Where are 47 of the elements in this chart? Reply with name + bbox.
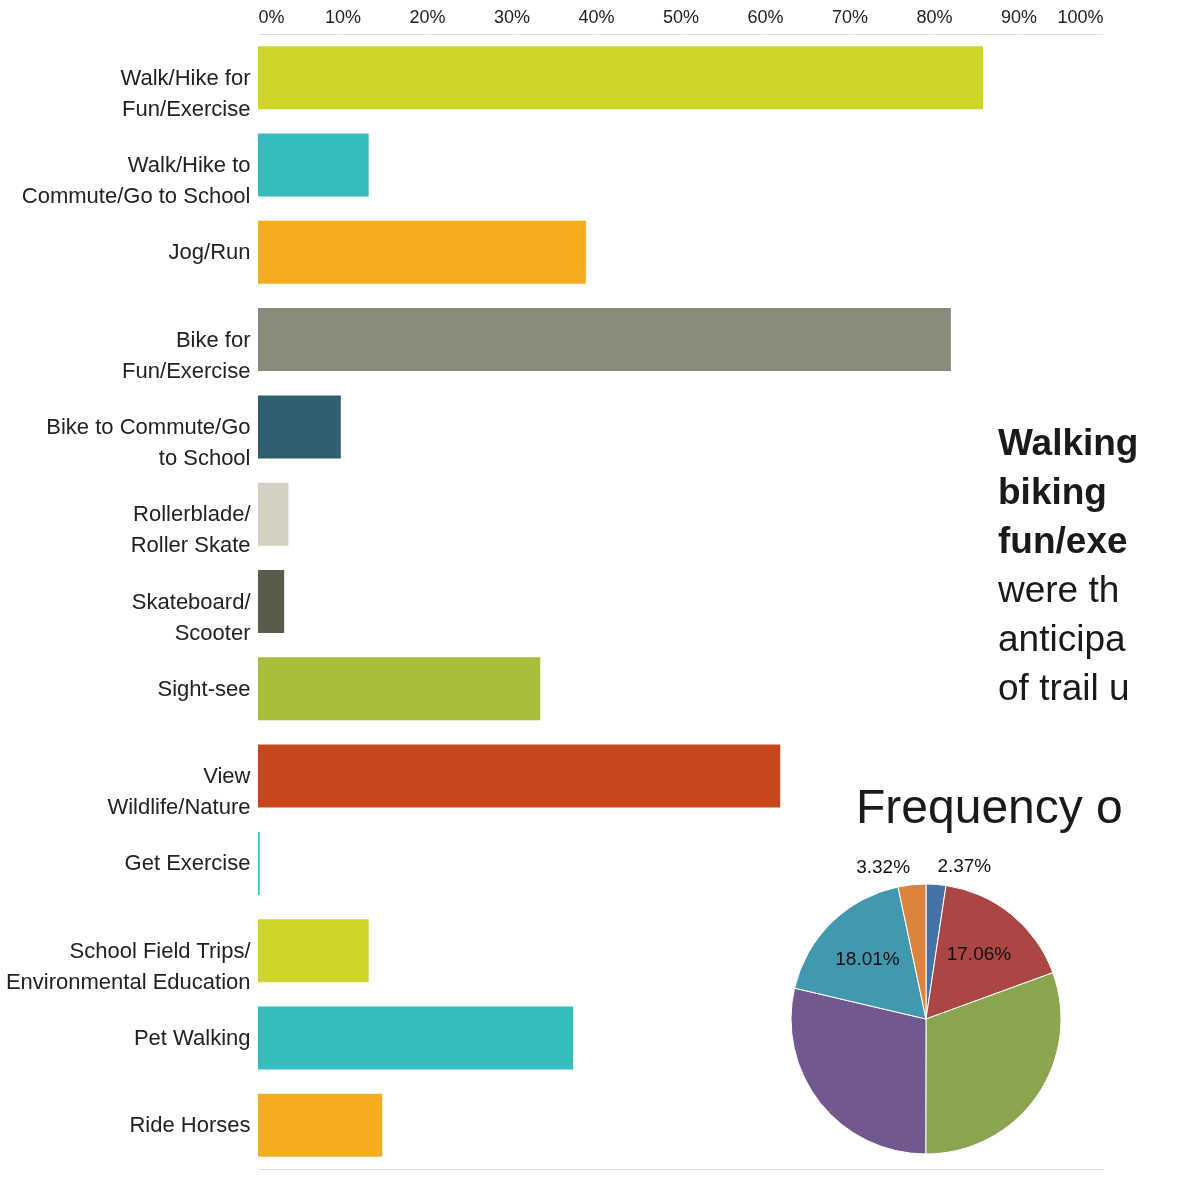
bar — [258, 46, 984, 110]
x-tick-label: 50% — [662, 6, 700, 27]
bar — [258, 308, 951, 372]
data-label: 2.37% — [937, 855, 992, 877]
x-tick-label: 100% — [1057, 6, 1104, 27]
y-tick-label: Ride Horses — [129, 1112, 251, 1138]
y-tick-label: Get Exercise — [124, 850, 251, 876]
annotation: fun/exe — [998, 520, 1128, 561]
bar — [258, 919, 369, 983]
x-tick-label: 10% — [324, 6, 362, 27]
annotation: anticipa — [998, 618, 1126, 659]
data-label: 3.32% — [856, 855, 911, 877]
y-tick-label: Jog/Run — [168, 239, 251, 265]
y-tick-label: Pet Walking — [133, 1025, 251, 1051]
bar — [258, 1093, 383, 1157]
bar — [258, 744, 781, 808]
x-tick-label: 30% — [493, 6, 531, 27]
bar — [258, 220, 586, 284]
y-tick-label: Skateboard/ Scooter — [131, 588, 252, 645]
x-tick-label: 40% — [578, 6, 615, 27]
bar — [258, 570, 285, 633]
x-tick-label: 60% — [747, 6, 784, 27]
annotation: of trail u — [998, 667, 1130, 708]
bar — [258, 657, 541, 721]
x-tick-label: 90% — [1000, 6, 1038, 27]
y-tick-label: School Field Trips/ Environmental Education — [5, 937, 252, 994]
annotation: were th — [997, 569, 1120, 610]
data-label: 17.06% — [946, 943, 1012, 965]
annotation: Walking — [998, 422, 1139, 463]
x-tick-label: 20% — [409, 6, 446, 27]
y-tick-label: Bike for Fun/Exercise — [122, 326, 251, 383]
y-tick-label: Walk/Hike to Commute/Go to School — [21, 151, 251, 208]
x-tick-label: 70% — [831, 6, 869, 27]
y-tick-label: Walk/Hike for Fun/Exercise — [120, 64, 251, 121]
bar — [258, 1006, 574, 1070]
y-tick-label: View Wildlife/Nature — [107, 763, 251, 820]
annotation: biking — [998, 471, 1107, 512]
y-tick-label: Bike to Commute/Go to School — [46, 413, 251, 470]
chart-title: Frequency o — [856, 780, 1123, 833]
x-tick-label: 80% — [916, 6, 953, 27]
data-label: 18.01% — [835, 948, 900, 970]
y-tick-label: Sight-see — [157, 675, 251, 701]
bar — [258, 395, 341, 459]
y-tick-label: Rollerblade/ Roller Skate — [130, 501, 252, 558]
x-tick-label: 0% — [258, 6, 285, 27]
bar — [258, 482, 289, 546]
bar — [258, 133, 369, 197]
